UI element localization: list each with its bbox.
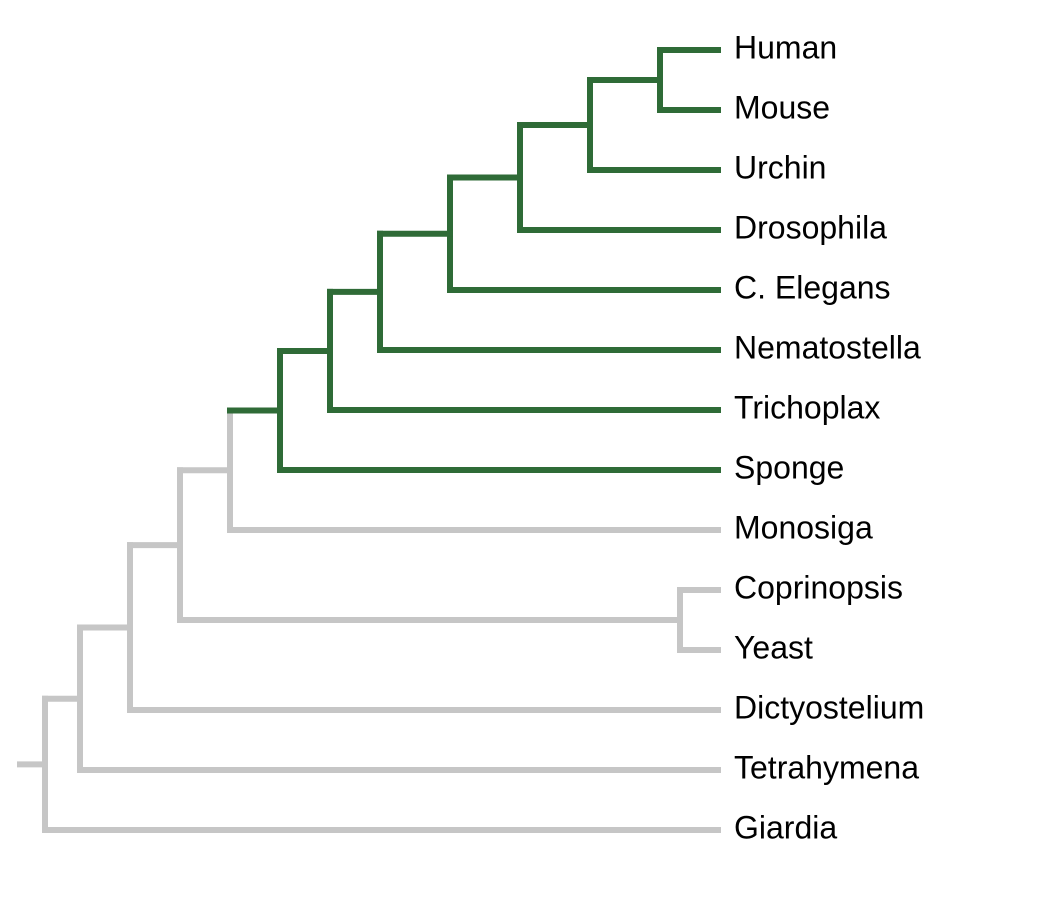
leaf-label: C. Elegans xyxy=(734,269,891,305)
leaf-label: Urchin xyxy=(734,149,826,185)
leaf-label: Sponge xyxy=(734,449,844,485)
leaf-label: Yeast xyxy=(734,629,813,665)
leaf-label: Giardia xyxy=(734,809,837,845)
leaf-label: Monosiga xyxy=(734,509,873,545)
leaf-label: Drosophila xyxy=(734,209,887,245)
leaf-label: Coprinopsis xyxy=(734,569,903,605)
leaf-label: Nematostella xyxy=(734,329,921,365)
leaf-label: Human xyxy=(734,29,837,65)
leaf-label: Dictyostelium xyxy=(734,689,924,725)
leaf-label: Mouse xyxy=(734,89,830,125)
phylogenetic-tree: Human Mouse Urchin Drosophila C. Elegans Nema… xyxy=(0,0,1049,900)
leaf-label: Trichoplax xyxy=(734,389,880,425)
leaf-label: Tetrahymena xyxy=(734,749,919,785)
